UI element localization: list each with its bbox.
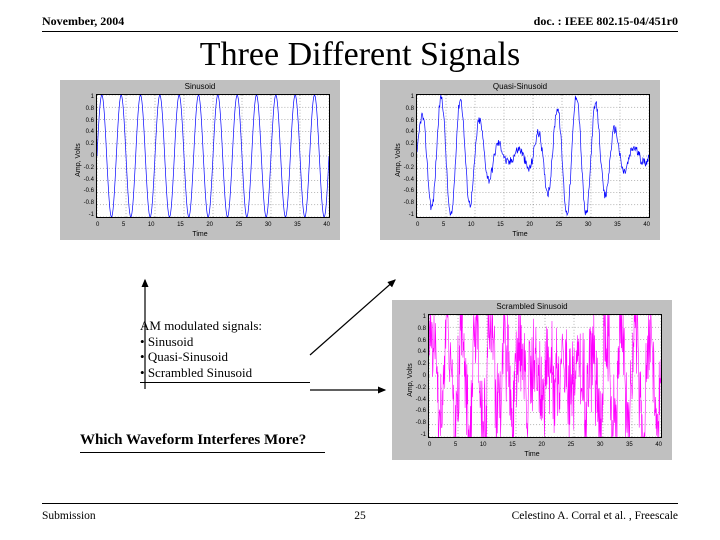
header-doc: doc. : IEEE 802.15-04/451r0 (534, 14, 678, 29)
chart-sinusoid: SinusoidAmp, VoltsTime10.80.60.40.20-0.2… (60, 80, 340, 240)
bullet-block: AM modulated signals: • Sinusoid • Quasi… (140, 318, 310, 383)
footer-right: Celestino A. Corral et al. , Freescale (512, 510, 678, 522)
chart-title: Quasi-Sinusoid (380, 82, 660, 91)
bullet-item: • Scrambled Sinusoid (140, 365, 310, 381)
bullets-header: AM modulated signals: (140, 318, 310, 334)
x-axis-label: Time (392, 451, 672, 458)
plot-area (96, 94, 330, 218)
question-text: Which Waveform Interferes More? (80, 432, 306, 449)
plot-area (416, 94, 650, 218)
chart-quasi-sinusoid: Quasi-SinusoidAmp, VoltsTime10.80.60.40.… (380, 80, 660, 240)
footer-rule (42, 503, 678, 504)
x-ticks: 0510152025303540 (416, 222, 650, 228)
page-title: Three Different Signals (0, 36, 720, 74)
plot-area (428, 314, 662, 438)
bullets-rule (140, 382, 310, 383)
chart-title: Scrambled Sinusoid (392, 302, 672, 311)
x-axis-label: Time (380, 231, 660, 238)
chart-scrambled-sinusoid: Scrambled SinusoidAmp, VoltsTime10.80.60… (392, 300, 672, 460)
bullet-item: • Quasi-Sinusoid (140, 349, 310, 365)
footer-left: Submission (42, 510, 96, 522)
bullet-item: • Sinusoid (140, 334, 310, 350)
chart-title: Sinusoid (60, 82, 340, 91)
y-ticks: 10.80.60.40.20-0.2-0.4-0.6-0.8-1 (72, 94, 94, 218)
x-axis-label: Time (60, 231, 340, 238)
x-ticks: 0510152025303540 (428, 442, 662, 448)
question-rule (80, 452, 325, 453)
y-ticks: 10.80.60.40.20-0.2-0.4-0.6-0.8-1 (404, 314, 426, 438)
header-rule (42, 31, 678, 32)
y-ticks: 10.80.60.40.20-0.2-0.4-0.6-0.8-1 (392, 94, 414, 218)
footer-page-number: 25 (354, 510, 366, 522)
x-ticks: 0510152025303540 (96, 222, 330, 228)
header-date: November, 2004 (42, 14, 124, 29)
